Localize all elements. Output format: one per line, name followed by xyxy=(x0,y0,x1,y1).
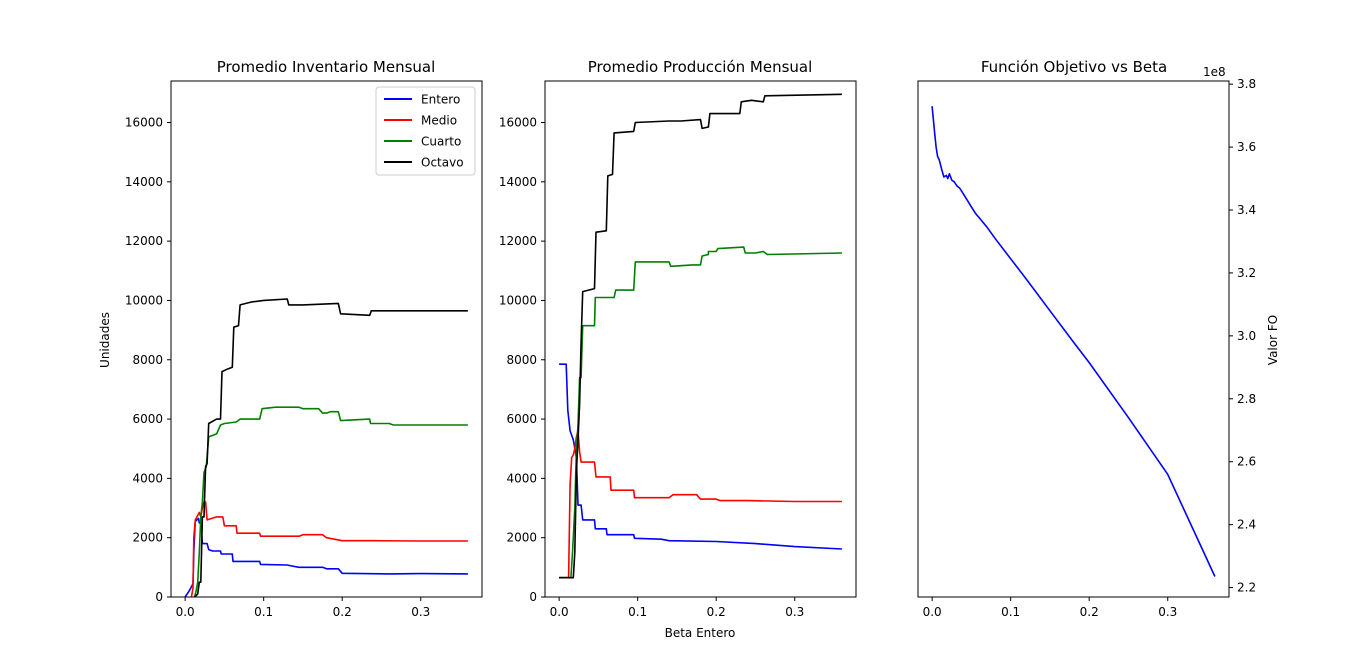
y-tick-label: 8000 xyxy=(132,353,163,367)
x-tick-label: 0.2 xyxy=(707,605,726,619)
y-tick-label: 3.4 xyxy=(1237,203,1256,217)
y-tick-label: 10000 xyxy=(499,293,537,307)
series-line xyxy=(559,93,842,579)
y-tick-label: 4000 xyxy=(506,471,537,485)
series-line xyxy=(559,363,842,550)
legend-label: Medio xyxy=(421,114,457,128)
legend-label: Entero xyxy=(421,93,460,107)
y-tick-label: 6000 xyxy=(132,412,163,426)
series-line xyxy=(184,517,468,598)
plot-area: 0.0 0.1 0.2 0.3 0 2000 4000 6000 8000 10000 12000 1… xyxy=(125,80,483,619)
x-tick-label: 0.0 xyxy=(923,605,942,619)
x-tick-label: 0.3 xyxy=(1158,605,1177,619)
series-line xyxy=(559,430,842,579)
y-tick-label: 0 xyxy=(155,590,163,604)
series-line xyxy=(194,298,468,598)
x-tick-label: 0.1 xyxy=(1001,605,1020,619)
y-tick-label: 14000 xyxy=(499,175,537,189)
y-tick-label: 6000 xyxy=(506,412,537,426)
y-tick-label: 16000 xyxy=(125,116,163,130)
axes-frame xyxy=(917,80,1230,598)
y-axis-label: Valor FO xyxy=(1266,315,1280,365)
x-tick-label: 0.2 xyxy=(1080,605,1099,619)
axes-frame xyxy=(544,80,857,598)
y-tick-label: 12000 xyxy=(125,234,163,248)
y-tick-label: 2.8 xyxy=(1237,392,1256,406)
x-tick-label: 0.3 xyxy=(785,605,804,619)
y-tick-label: 8000 xyxy=(506,353,537,367)
panel-title: Función Objetivo vs Beta xyxy=(981,58,1167,76)
x-tick-label: 0.0 xyxy=(176,605,195,619)
x-tick-label: 0.0 xyxy=(550,605,569,619)
y-tick-label: 10000 xyxy=(125,293,163,307)
y-tick-label: 12000 xyxy=(499,234,537,248)
y-offset-text: 1e8 xyxy=(1203,65,1226,79)
x-tick-label: 0.2 xyxy=(333,605,352,619)
y-tick-label: 16000 xyxy=(499,116,537,130)
y-axis-label: Unidades xyxy=(98,312,112,368)
panel-title: Promedio Inventario Mensual xyxy=(217,58,436,76)
panel-funcion-objetivo: Función Objetivo vs Beta 0.0 0.1 0.2 0.3 2.2… xyxy=(917,58,1280,619)
legend-box xyxy=(375,86,476,176)
panel-produccion: Promedio Producción Mensual 0.0 0.1 0.2 0.3… xyxy=(499,58,857,640)
y-tick-label: 2000 xyxy=(506,531,537,545)
legend-label: Cuarto xyxy=(421,135,461,149)
y-tick-label: 4000 xyxy=(132,471,163,485)
series-line xyxy=(190,501,468,598)
y-tick-label: 14000 xyxy=(125,175,163,189)
series-line xyxy=(193,406,468,598)
panel-title: Promedio Producción Mensual xyxy=(588,58,813,76)
plot-area: 0.0 0.1 0.2 0.3 2.2 2.4 2.6 2.8 3.0 3.2 3.4 3.6 3.8 xyxy=(917,77,1256,619)
x-tick-label: 0.1 xyxy=(628,605,647,619)
legend: Entero Medio Cuarto Octavo xyxy=(375,86,476,176)
x-axis-label: Beta Entero xyxy=(665,626,736,640)
series-line xyxy=(931,106,1216,577)
panel-inventario: Promedio Inventario Mensual 0.0 0.1 0.2 0.3… xyxy=(98,58,483,619)
plot-area: 0.0 0.1 0.2 0.3 0 2000 4000 6000 8000 10000 12000 1… xyxy=(499,80,857,619)
y-tick-label: 0 xyxy=(529,590,537,604)
y-tick-label: 3.2 xyxy=(1237,266,1256,280)
x-tick-label: 0.3 xyxy=(411,605,430,619)
axes-frame xyxy=(170,80,483,598)
y-tick-label: 3.6 xyxy=(1237,140,1256,154)
y-tick-label: 3.0 xyxy=(1237,329,1256,343)
y-tick-label: 3.8 xyxy=(1237,77,1256,91)
y-tick-label: 2000 xyxy=(132,531,163,545)
x-tick-label: 0.1 xyxy=(254,605,273,619)
legend-label: Octavo xyxy=(421,156,464,170)
y-tick-label: 2.2 xyxy=(1237,581,1256,595)
y-tick-label: 2.4 xyxy=(1237,518,1256,532)
y-tick-label: 2.6 xyxy=(1237,455,1256,469)
